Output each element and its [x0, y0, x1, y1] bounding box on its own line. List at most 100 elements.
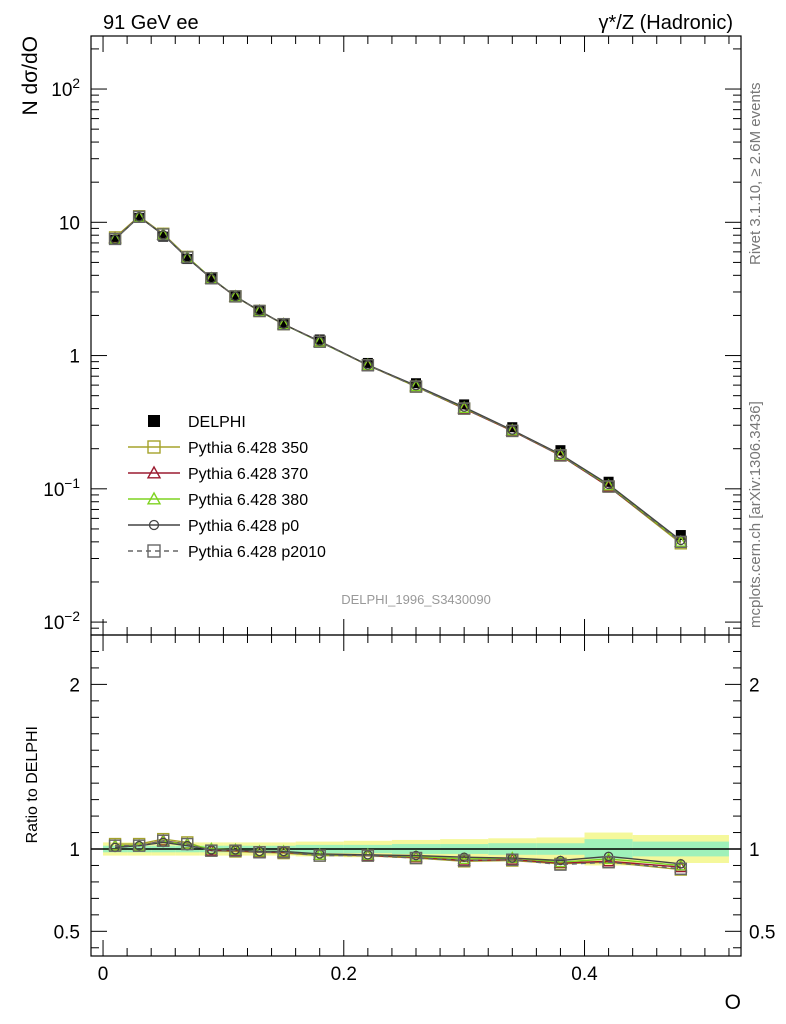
ratio-point: [601, 851, 616, 864]
mc-point: [182, 253, 193, 263]
mc-point: [229, 290, 242, 303]
data-point: [362, 357, 373, 368]
ratio-point: [180, 837, 194, 850]
mc-point: [457, 402, 471, 415]
mc-point: [108, 232, 122, 246]
data-point: [134, 212, 145, 223]
mc-point: [158, 230, 168, 240]
mc-point: [409, 380, 423, 393]
data-point: [314, 334, 325, 345]
legend-label: Pythia 6.428 350: [188, 440, 308, 457]
ratio-series-line: [115, 840, 681, 870]
mc-point: [602, 480, 615, 493]
mc-point: [134, 212, 144, 222]
mc-point: [674, 535, 688, 549]
ratio-point: [277, 846, 290, 859]
data-point: [411, 378, 421, 389]
x-axis-title: O: [725, 991, 741, 1014]
bottom-y-tick-label: 2: [69, 675, 80, 696]
header-right-label: γ*/Z (Hadronic): [599, 12, 733, 34]
mcplots-label: mcplots.cern.ch [arXiv:1306.3436]: [747, 401, 764, 628]
ratio-point: [229, 844, 242, 857]
mc-point: [313, 335, 326, 348]
top-y-axis-title: N dσ/dO: [19, 36, 42, 116]
ratio-point: [205, 844, 218, 857]
ratio-point: [181, 837, 194, 851]
mc-point: [506, 424, 519, 438]
data-point: [158, 231, 169, 242]
top-y-tick-label: 10: [59, 213, 80, 234]
mc-point: [603, 479, 614, 490]
bottom-y-tick-label: 1: [69, 840, 80, 861]
legend-marker: [146, 465, 162, 479]
mc-point: [601, 478, 616, 491]
mc-point: [674, 534, 688, 547]
ratio-point: [553, 855, 568, 868]
ratio-point: [313, 849, 326, 862]
ratio-point: [459, 852, 469, 863]
mc-point: [553, 447, 568, 460]
ratio-point: [601, 854, 616, 867]
ratio-point: [157, 834, 170, 847]
mc-point: [554, 449, 567, 462]
ratio-point: [457, 854, 471, 867]
bottom-y-tick-label-right: 1: [749, 840, 760, 861]
mc-point: [230, 291, 241, 302]
rivet-version-label: Rivet 3.1.10, ≥ 2.6M events: [747, 83, 764, 266]
bottom-plot-border: [90, 634, 742, 957]
legend-marker: [147, 440, 161, 454]
legend-label: Pythia 6.428 p0: [188, 518, 299, 535]
data-point: [206, 273, 217, 284]
ratio-point: [361, 849, 375, 862]
top-y-tick-label: 102: [51, 76, 80, 101]
mc-point: [110, 234, 120, 245]
x-tick-label: 0.4: [571, 964, 598, 985]
data-point: [507, 422, 518, 433]
bottom-y-tick-label-right: 2: [749, 675, 760, 696]
ratio-point: [457, 851, 471, 864]
ratio-point: [108, 839, 122, 852]
bottom-y-tick-label: 0.5: [54, 922, 80, 943]
bottom-y-axis-title: Ratio to DELPHI: [24, 726, 41, 843]
ratio-point: [674, 858, 688, 871]
mc-point: [278, 319, 289, 329]
ratio-point: [506, 853, 519, 866]
top-y-tick-label: 10−2: [43, 609, 80, 634]
ratio-point: [602, 855, 615, 869]
legend-label: Pythia 6.428 380: [188, 492, 308, 509]
ratio-point: [674, 862, 688, 875]
analysis-watermark: DELPHI_1996_S3430090: [341, 592, 491, 607]
data-point: [182, 254, 193, 265]
legend-marker: [147, 544, 161, 558]
x-tick-label: 0: [98, 964, 109, 985]
bottom-series-group: [108, 832, 688, 876]
top-series-group: [108, 209, 688, 550]
bottom-plot-frame: 0 0.2 0.4 0.5 0.5 1 1 2 2: [54, 634, 775, 985]
legend-label: Pythia 6.428 p2010: [188, 544, 326, 561]
legend-marker: [148, 519, 160, 531]
ratio-series-line: [115, 841, 681, 865]
mc-point: [253, 304, 266, 318]
mc-point: [181, 251, 194, 264]
legend-label: DELPHI: [188, 414, 246, 431]
mc-point: [132, 210, 146, 223]
bottom-y-tick-label-right: 0.5: [749, 922, 775, 943]
data-point: [230, 290, 241, 301]
x-tick-label: 0.2: [331, 964, 357, 985]
top-y-tick-label: 10−1: [43, 476, 80, 501]
ratio-point: [253, 846, 266, 859]
ratio-point: [554, 858, 567, 871]
legend-label: Pythia 6.428 370: [188, 466, 308, 483]
mc-point: [313, 334, 327, 347]
ratio-point: [555, 855, 566, 866]
mc-point: [457, 400, 471, 413]
mc-point: [314, 336, 325, 347]
mc-point: [205, 272, 218, 285]
legend-marker-data: [148, 415, 160, 427]
legend: DELPHI Pythia 6.428 350 Pythia 6.428 370 Py…: [128, 414, 326, 561]
data-point: [110, 234, 121, 245]
legend-marker: [146, 491, 162, 505]
mc-point: [277, 317, 290, 331]
ratio-point: [409, 851, 423, 865]
